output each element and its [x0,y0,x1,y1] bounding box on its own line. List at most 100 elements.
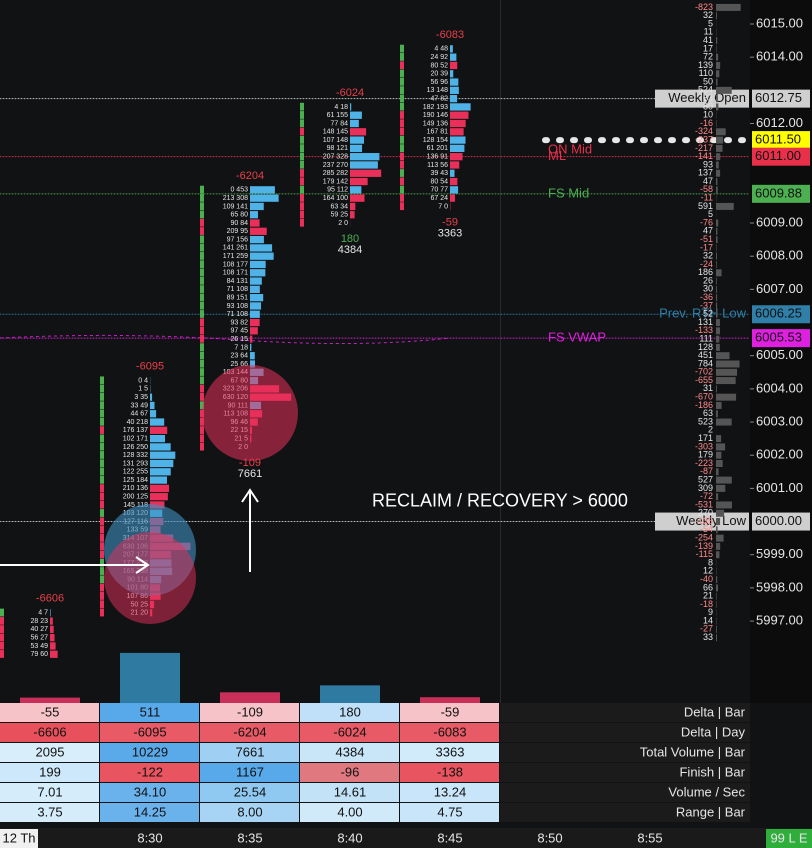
table-value: -109 [237,704,263,719]
depth-bar [716,385,717,393]
highlight-circle [202,365,298,461]
delta-strip [100,567,104,575]
volume-profile [150,434,166,443]
delta-strip [400,44,404,53]
delta-strip [100,393,104,401]
table-value: 4384 [336,744,365,759]
dom-value: -37 [700,300,713,310]
volume-profile [450,86,459,94]
footprint-cell: 7 0 [438,203,448,210]
time-label: 8:45 [437,830,462,845]
delta-strip [400,127,404,136]
depth-bar [716,103,719,111]
footprint-cell: 128 332 [123,452,148,459]
annotation: ON Mid [548,141,592,156]
level-name: Prev. RTH Low [659,306,747,321]
footprint-cell: 93 108 [227,303,249,310]
delta-bar [220,692,280,703]
time-label: 8:30 [137,830,162,845]
footprint-cell: 63 34 [330,203,348,210]
footprint-cell: 167 81 [427,129,449,136]
table-value: 34.10 [134,784,167,799]
delta-strip [400,169,404,177]
footprint-cell: 97 156 [227,236,249,243]
delta-strip [200,326,204,335]
price-badge [752,305,810,324]
dom-value: -27 [700,624,713,634]
volume-profile [350,177,368,186]
footprint-cell: 95 112 [327,187,348,194]
delta-strip [400,77,404,86]
footprint-cell: 2 0 [338,220,348,227]
dom-value: 33 [703,632,713,642]
price-label: 6004.00 [756,380,803,395]
delta-strip [200,393,204,401]
depth-bar [716,244,717,252]
volume-profile [350,153,380,161]
table-cell [400,723,499,742]
volume-profile [50,609,51,617]
dom-value: 137 [698,168,713,178]
table-label: Range | Bar [676,804,746,819]
dom-value: 11 [704,27,713,37]
table-cell [400,763,499,782]
delta-strip [400,135,404,144]
delta-strip [100,575,104,584]
delta-strip [200,185,204,194]
table-value: -59 [441,704,460,719]
footprint-cell: 23 64 [230,353,248,360]
depth-bar [716,144,723,152]
footprint-cell: 71 108 [227,311,249,318]
price-badge [752,89,810,108]
delta-strip [300,102,304,111]
depth-bar [716,484,726,492]
delta-strip [200,293,204,302]
dom-value: -18 [700,599,713,609]
depth-bar [716,435,722,443]
footprint-cell: 0 453 [230,187,248,194]
delta-bar [120,652,180,703]
volume-profile [150,468,171,476]
volume-profile [450,169,455,177]
table-value: -6095 [133,724,166,739]
dom-value: 80 [703,101,713,111]
table-cell [0,723,99,742]
table-cell [400,703,499,722]
delta-strip [300,177,304,186]
day-delta: -6204 [236,170,264,182]
volume-profile [450,78,459,86]
delta-strip [300,202,304,211]
depth-bar [716,327,720,335]
delta-strip [0,650,4,658]
delta-strip [400,111,404,119]
depth-bar [716,393,737,401]
highlight-circle [104,532,196,624]
delta-strip [300,144,304,153]
dom-value: -36 [700,292,713,302]
table-value: -6024 [333,724,366,739]
footprint-cell: 7 18 [234,344,248,351]
table-cell [200,723,299,742]
table-value: 10229 [132,744,168,759]
depth-bar [716,178,718,186]
depth-bar [716,236,718,244]
depth-bar [716,551,720,559]
delta-strip [100,401,104,410]
volume-profile [150,426,168,434]
delta-strip [400,177,404,186]
dom-value: 5 [708,209,713,219]
delta-strip [200,268,204,277]
table-label: Finish | Bar [679,764,745,779]
footprint-cell: 179 142 [323,178,348,185]
table-label: Delta | Day [681,724,746,739]
time-label: 99 L E [770,830,807,845]
volume-profile [250,302,262,310]
table-value: 2095 [36,744,65,759]
footprint-cell: 237 270 [323,162,348,169]
table-value: -6204 [233,724,266,739]
footprint-cell: 126 250 [123,444,148,451]
delta-strip [400,94,404,103]
dom-value: 186 [698,267,713,277]
depth-bar [716,136,724,144]
